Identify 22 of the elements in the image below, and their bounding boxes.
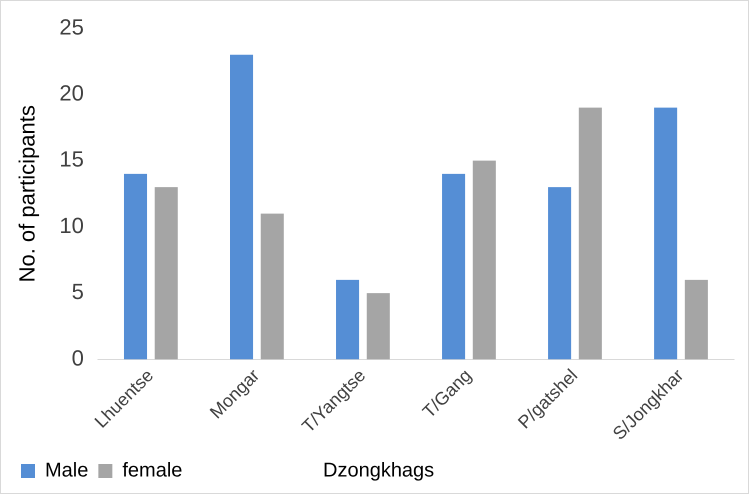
- bar: [366, 293, 390, 360]
- bar: [442, 174, 466, 360]
- bar: [654, 108, 678, 360]
- y-tick-label: 0: [72, 345, 84, 370]
- bar: [578, 108, 602, 360]
- bar: [260, 214, 284, 360]
- x-axis-title: Dzongkhags: [323, 460, 434, 482]
- legend-label: female: [122, 460, 182, 482]
- bar: [472, 160, 496, 360]
- legend-label: Male: [45, 460, 88, 482]
- y-tick-label: 25: [59, 14, 84, 40]
- bar: [684, 280, 708, 360]
- bar: [124, 174, 148, 360]
- y-tick-label: 10: [59, 212, 84, 238]
- bar: [336, 280, 360, 360]
- bar: [548, 187, 572, 360]
- y-tick-label: 5: [72, 279, 84, 304]
- bar: [154, 187, 178, 360]
- y-tick-label: 20: [59, 80, 84, 106]
- y-tick-label: 15: [59, 146, 84, 172]
- y-axis-title: No. of participants: [14, 105, 40, 282]
- bar: [230, 54, 254, 360]
